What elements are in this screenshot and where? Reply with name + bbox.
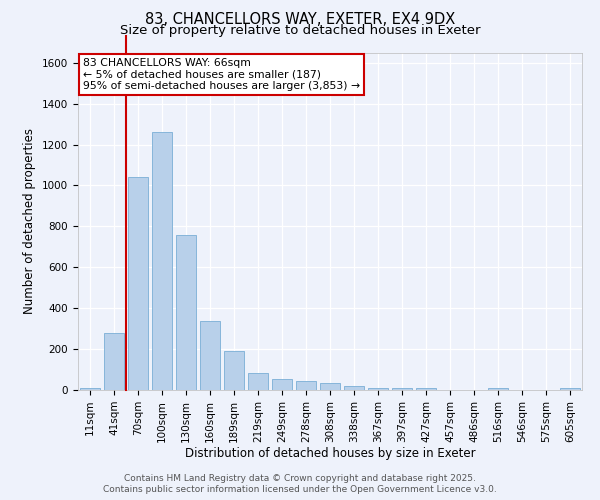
Text: Size of property relative to detached houses in Exeter: Size of property relative to detached ho… [120,24,480,37]
Bar [320,383,340,390]
Bar [272,379,292,390]
Bar [392,388,412,390]
Bar [200,322,220,390]
Bar [176,234,196,390]
Bar [104,332,124,390]
Text: 83, CHANCELLORS WAY, EXETER, EX4 9DX: 83, CHANCELLORS WAY, EXETER, EX4 9DX [145,12,455,28]
Bar [80,388,100,390]
X-axis label: Distribution of detached houses by size in Exeter: Distribution of detached houses by size … [185,448,475,460]
Bar [224,351,244,390]
Bar [296,381,316,390]
Bar [344,386,364,390]
Bar [248,372,268,390]
Bar [368,388,388,390]
Text: 83 CHANCELLORS WAY: 66sqm
← 5% of detached houses are smaller (187)
95% of semi-: 83 CHANCELLORS WAY: 66sqm ← 5% of detach… [83,58,360,91]
Text: Contains HM Land Registry data © Crown copyright and database right 2025.
Contai: Contains HM Land Registry data © Crown c… [103,474,497,494]
Bar [152,132,172,390]
Bar [416,388,436,390]
Y-axis label: Number of detached properties: Number of detached properties [23,128,37,314]
Bar [488,388,508,390]
Bar [128,178,148,390]
Bar [560,388,580,390]
